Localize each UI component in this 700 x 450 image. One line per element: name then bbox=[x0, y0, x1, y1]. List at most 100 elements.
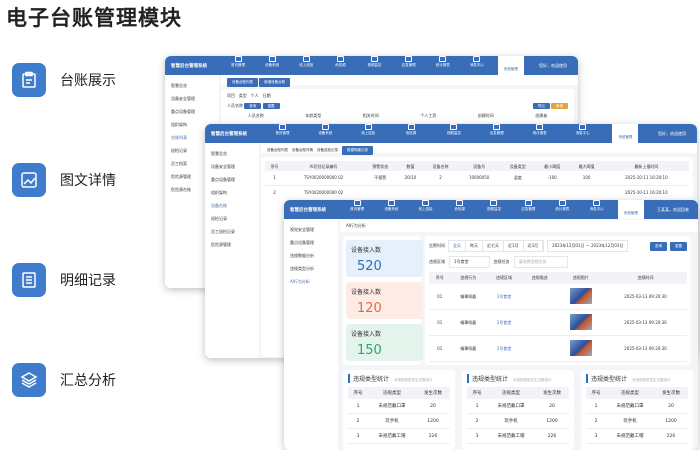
stat-card: 设备接入数 150 bbox=[346, 324, 423, 361]
crumb-tab[interactable]: 设备台账列表 bbox=[227, 78, 258, 87]
sidebar-item[interactable]: 重点设备管理 bbox=[211, 176, 235, 182]
column-header: 序号 bbox=[467, 387, 488, 399]
sidebar-item[interactable]: 台账列表 bbox=[171, 134, 187, 140]
nav-item[interactable]: 应急管理 bbox=[484, 124, 510, 143]
user-menu[interactable]: 您好，欢迎使用 bbox=[658, 130, 686, 136]
sidebar-item[interactable]: 重点设备管理 bbox=[290, 239, 314, 245]
nav-item[interactable]: 应急管理 bbox=[515, 200, 541, 219]
nav-item[interactable]: 视频监控 bbox=[441, 124, 467, 143]
nav-item[interactable]: 系统管理 bbox=[612, 124, 639, 143]
sidebar-item[interactable]: AI行为分析 bbox=[290, 278, 310, 284]
table-cell: 1号食堂 bbox=[486, 335, 522, 362]
sidebar-item[interactable]: 设备安全管理 bbox=[211, 163, 235, 169]
sidebar-item[interactable]: 组织架构 bbox=[171, 121, 187, 127]
range-tab[interactable]: 近3月 bbox=[524, 241, 544, 251]
user-menu[interactable]: 王某某，欢迎回来 bbox=[657, 206, 689, 212]
sidebar-item[interactable]: 危险源管理 bbox=[211, 241, 231, 247]
date-filter[interactable]: 日期 bbox=[262, 93, 271, 98]
nav-item[interactable]: 首页管理 bbox=[225, 56, 251, 75]
breadcrumb: 设备台账列表 新增设备台账 bbox=[221, 75, 578, 87]
violation-photo[interactable] bbox=[569, 340, 592, 356]
nav-item[interactable]: 统计报表 bbox=[527, 124, 553, 143]
nav-item[interactable]: 危险源 bbox=[447, 200, 473, 219]
nav-item[interactable]: 首页管理 bbox=[269, 124, 295, 143]
nav-item[interactable]: 线上巡检 bbox=[355, 124, 381, 143]
name-filter[interactable]: 人员名称 bbox=[227, 103, 243, 108]
sidebar-item[interactable]: 员工档案 bbox=[171, 160, 187, 166]
sidebar-item[interactable]: 违规数据分析 bbox=[290, 252, 314, 258]
range-tab[interactable]: 昨天 bbox=[466, 241, 483, 251]
sidebar-item[interactable]: 巡检记录 bbox=[171, 147, 187, 153]
nav-item[interactable]: 统计报表 bbox=[430, 56, 456, 75]
export-button[interactable]: 导出 bbox=[532, 103, 550, 109]
sidebar-item[interactable]: 员工巡检记录 bbox=[211, 228, 235, 234]
range-tab[interactable]: 近七天 bbox=[483, 241, 504, 251]
sidebar-item[interactable]: 违规类型分析 bbox=[290, 265, 314, 271]
nav-item[interactable]: 统计报表 bbox=[549, 200, 575, 219]
crumb-tab[interactable]: AI行为分析 bbox=[346, 223, 366, 228]
sidebar-item[interactable]: 危险源台账 bbox=[171, 186, 191, 192]
person-filter[interactable]: 个人 bbox=[250, 93, 259, 98]
crumb-tab[interactable]: 设备巡检记录 bbox=[317, 148, 338, 152]
nav-item[interactable]: 设备系统 bbox=[259, 56, 285, 75]
card-value: 120 bbox=[357, 301, 382, 316]
sidebar-item[interactable]: 组织架构 bbox=[211, 189, 227, 195]
area-select[interactable]: 1号食堂 bbox=[449, 256, 490, 268]
sidebar-item[interactable]: 视觉安全管理 bbox=[290, 226, 314, 232]
table-row[interactable]: 1 TSY0020000000 02 不报警 20/10 2 10000050 温度 -100… bbox=[265, 171, 689, 186]
nav-item[interactable]: 危险源 bbox=[327, 56, 353, 75]
violation-photo[interactable] bbox=[569, 288, 592, 304]
nav-item[interactable]: 视频监控 bbox=[481, 200, 507, 219]
nav-item[interactable]: 应急管理 bbox=[396, 56, 422, 75]
crumb-tab[interactable]: 新增设备台账 bbox=[259, 78, 291, 87]
table-cell: 20 bbox=[415, 399, 450, 414]
stats-title: 违规类型统计 对违规类型发生次数统计 bbox=[586, 374, 688, 383]
sidebar-item[interactable]: 智慧总览 bbox=[211, 150, 227, 156]
type-filter[interactable]: 类型 bbox=[238, 93, 247, 98]
crumb-tab[interactable]: 设备台账详情 bbox=[292, 148, 313, 152]
range-tab[interactable]: 全天 bbox=[449, 241, 466, 251]
sidebar-item[interactable]: 重点设备管理 bbox=[171, 108, 195, 114]
nav-item[interactable]: 消息中心 bbox=[464, 56, 490, 75]
table-cell: 未规范戴工帽 bbox=[606, 428, 654, 444]
project-filter[interactable]: 项目 bbox=[227, 93, 235, 98]
nav-item[interactable]: 消息中心 bbox=[570, 124, 596, 143]
sidebar-item[interactable]: 巡检记录 bbox=[211, 215, 227, 221]
nav-item[interactable]: 视频监控 bbox=[361, 56, 387, 75]
area-label: 违规区域 bbox=[429, 259, 445, 264]
crumb-tab[interactable]: 设备台账列表 bbox=[267, 148, 288, 152]
column-header: 个人工资 bbox=[420, 113, 437, 118]
table-row[interactable]: 2 TSY0020000000 02 2025-10-11 16:20:10 bbox=[265, 185, 689, 199]
nav-item[interactable]: 线上巡检 bbox=[413, 200, 439, 219]
nav-item[interactable]: 设备系统 bbox=[312, 124, 338, 143]
nav-item[interactable]: 危险源 bbox=[398, 124, 424, 143]
violation-photo[interactable] bbox=[569, 314, 592, 330]
crumb-tab[interactable]: 数据明细记录 bbox=[342, 146, 373, 155]
sidebar-item[interactable]: 设备台账 bbox=[211, 202, 227, 208]
sidebar-item[interactable]: 智慧总览 bbox=[171, 82, 187, 88]
search-button[interactable]: 查询 bbox=[650, 241, 667, 251]
add-button[interactable]: 新增 bbox=[551, 103, 568, 109]
record-table-scroll[interactable]: 序号 AI识别记录编号 预警状态 数值 设备名称 设备号 设备类型 最小阈值 最大阈值 最新上报时… bbox=[265, 161, 689, 199]
nav-item[interactable]: 消息中心 bbox=[584, 200, 610, 219]
sidebar-item[interactable]: 设备安全管理 bbox=[171, 95, 195, 101]
table-cell: 2 bbox=[423, 171, 458, 186]
user-menu[interactable]: 您好，欢迎使用 bbox=[539, 62, 567, 68]
sidebar-item[interactable]: 危险源管理 bbox=[171, 173, 191, 179]
feature-label: 台账展示 bbox=[60, 73, 116, 89]
task-select[interactable]: 请选择违规任务 bbox=[513, 256, 568, 268]
nav-item[interactable]: 系统管理 bbox=[617, 200, 644, 219]
search-button[interactable]: 查询 bbox=[244, 103, 262, 109]
nav-item[interactable]: 首页管理 bbox=[344, 200, 370, 219]
date-range-picker[interactable]: 2023年12月01日 — 2023年12月03日 bbox=[547, 240, 629, 252]
nav-item[interactable]: 系统管理 bbox=[497, 56, 524, 75]
nav-item[interactable]: 线上巡检 bbox=[293, 56, 319, 75]
nav-item[interactable]: 设备系统 bbox=[378, 200, 404, 219]
reset-button[interactable]: 重置 bbox=[262, 103, 280, 109]
range-tab[interactable]: 近1月 bbox=[504, 241, 524, 251]
reset-button[interactable]: 重置 bbox=[670, 241, 687, 251]
